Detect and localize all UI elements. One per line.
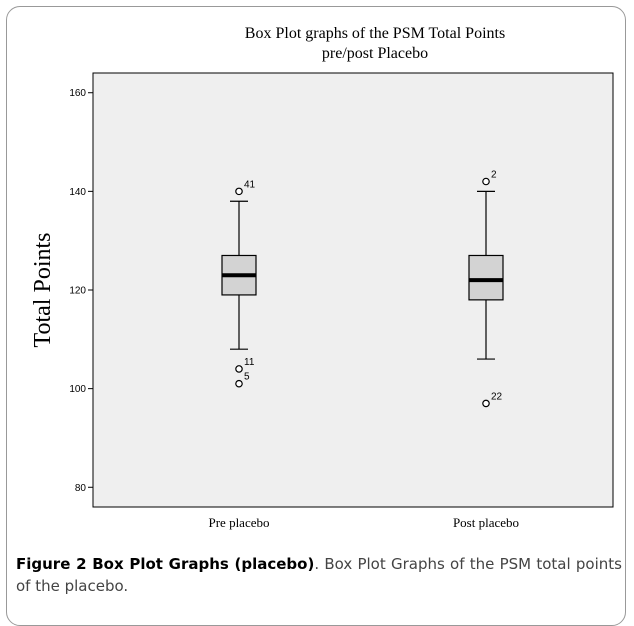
outlier-label: 2 <box>491 170 497 181</box>
chart-title-line2: pre/post Placebo <box>322 45 428 62</box>
y-tick-label: 80 <box>75 483 87 494</box>
plot-area <box>92 72 614 508</box>
caption-text: . Box Plot Graphs of the PSM total point… <box>16 555 622 595</box>
y-tick-label: 100 <box>69 384 86 395</box>
outlier-label: 41 <box>244 179 256 190</box>
y-tick-label: 160 <box>69 88 86 99</box>
outlier-label: 5 <box>244 372 250 383</box>
outlier-point <box>482 177 490 186</box>
outlier-point <box>235 365 243 373</box>
outlier-point <box>235 187 243 196</box>
outlier-point <box>482 399 490 408</box>
outlier-point <box>235 379 243 388</box>
box-iqr <box>468 254 504 301</box>
figure-caption: Figure 2 Box Plot Graphs (placebo). Box … <box>16 553 622 597</box>
x-tick-label: Post placebo <box>453 515 519 530</box>
caption-figure-label: Figure 2 Box Plot Graphs (placebo) <box>16 555 315 573</box>
box-plot-chart: Box Plot graphs of the PSM Total Points … <box>30 25 614 530</box>
chart-title-line1: Box Plot graphs of the PSM Total Points <box>245 25 505 42</box>
y-tick-label: 140 <box>69 187 86 198</box>
outlier-label: 11 <box>244 357 255 368</box>
y-tick-label: 120 <box>69 286 86 297</box>
x-tick-label: Pre placebo <box>208 515 269 530</box>
outlier-label: 22 <box>491 391 503 402</box>
y-axis-label: Total Points <box>30 233 56 348</box>
